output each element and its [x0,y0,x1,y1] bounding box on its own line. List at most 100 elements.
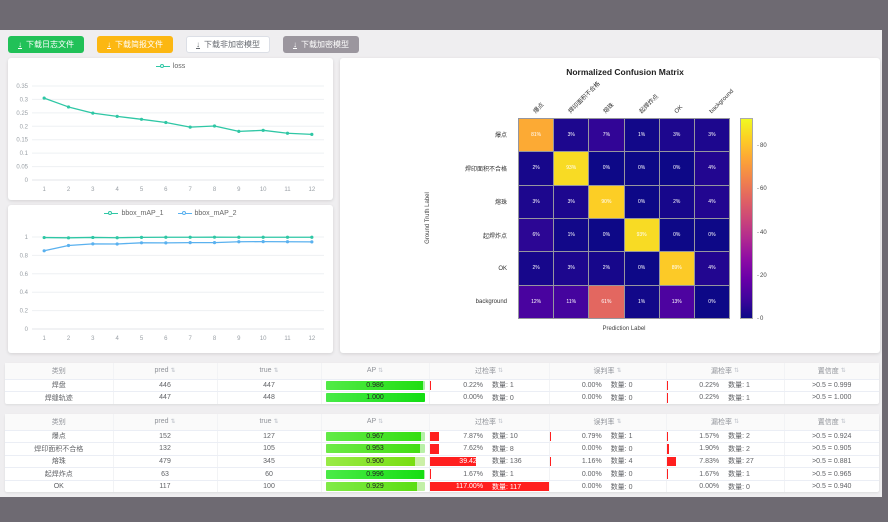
sort-icon[interactable]: ⇅ [616,368,622,375]
sort-icon[interactable]: ⇅ [378,368,384,375]
sort-icon[interactable]: ⇅ [616,419,622,426]
rate-value: 1.90% [699,445,720,453]
rate-value: 117.00% [455,483,484,491]
column-header-confidence[interactable]: 置信度 ⇅ [817,418,846,426]
matrix-cell: 2% [519,252,554,285]
column-header-true[interactable]: true ⇅ [259,367,279,375]
table-row: 熔珠 479 345 0.900 39.42% 数量: 136 1.16% 数量: 4 7.83… [5,455,879,469]
column-header-pred[interactable]: pred ⇅ [154,418,176,426]
svg-text:0.15: 0.15 [16,138,28,144]
matrix-cell: 0% [694,285,729,318]
rate-count: 数量: 1 [492,471,514,479]
rate-count: 数量: 0 [610,394,633,402]
sort-icon[interactable]: ⇅ [733,419,740,426]
column-header-confidence[interactable]: 置信度 ⇅ [817,367,846,375]
rate-count: 数量: 0 [610,445,633,453]
matrix-cell: 0% [624,185,659,218]
column-header-true[interactable]: true ⇅ [259,418,279,426]
download-log-button[interactable]: ↓ 下载日志文件 [8,36,84,53]
download-icon: ↓ [196,39,200,49]
column-header-misjudge[interactable]: 误判率 ⇅ [593,418,622,426]
sort-icon[interactable]: ⇅ [733,368,740,375]
colorbar-tick-label: 40 [757,230,767,236]
rate-value: 0.00% [463,394,484,402]
download-toolbar: ↓ 下载日志文件 ↓ 下载简报文件 ↓ 下载非加密模型 ↓ 下载加密模型 [8,36,359,53]
table-row: 爆点 152 127 0.967 7.87% 数量: 10 0.79% 数量: 1 1.57% 数… [5,430,879,444]
confusion-matrix-grid: 81% 3% 7% 1% 3% 3% 2% 93% 0% 0% 0% 4% 3% 3% 90% 0% 2% 4% 6… [518,118,730,319]
svg-text:9: 9 [237,336,241,342]
sort-icon[interactable]: ⇅ [497,368,504,375]
matrix-cell: 6% [519,218,554,252]
rate-value: 0.00% [581,470,602,478]
column-header-ap[interactable]: AP ⇅ [366,367,384,375]
matrix-column-label: 熔珠 [603,102,616,115]
ap-bar [325,482,418,492]
download-encrypted-model-button[interactable]: ↓ 下载加密模型 [283,36,359,53]
download-icon: ↓ [107,39,111,49]
column-header-pred[interactable]: pred ⇅ [154,367,176,375]
legend-item-bbox_mAP_1[interactable]: bbox_mAP_1 [104,210,164,217]
rate-count: 数量: 2 [728,445,750,453]
column-header-miss[interactable]: 漏检率 ⇅ [710,367,740,375]
rate-bar [429,469,432,479]
class-name: 熔珠 [5,455,114,469]
download-unencrypted-model-button[interactable]: ↓ 下载非加密模型 [186,36,270,53]
matrix-cell: 93% [624,218,659,252]
column-header-misjudge[interactable]: 误判率 ⇅ [593,367,622,375]
svg-text:0.25: 0.25 [16,111,28,117]
sort-icon[interactable]: ⇅ [273,419,279,426]
matrix-cell: 3% [554,185,589,218]
class-name: 起焊炸点 [5,467,114,481]
matrix-cell: 90% [589,185,624,218]
rate-bar [549,431,551,442]
rate-value: 0.00% [699,483,720,491]
matrix-row-label: OK [498,265,507,272]
svg-text:7: 7 [188,336,192,342]
svg-text:0.35: 0.35 [16,84,28,90]
rate-value: 39.42% [459,457,484,465]
colorbar-tick-label: 20 [757,273,767,279]
legend-item-loss[interactable]: loss [155,63,185,70]
sort-icon[interactable]: ⇅ [170,368,176,375]
legend-label: bbox_mAP_2 [194,210,237,217]
sort-icon[interactable]: ⇅ [378,419,384,426]
matrix-cell: 0% [624,252,659,285]
rate-count: 数量: 1 [610,433,633,441]
column-header-ap[interactable]: AP ⇅ [366,418,384,426]
matrix-cell: 81% [519,119,554,152]
rate-bar [666,380,668,391]
rate-bar [429,444,439,454]
svg-text:3: 3 [91,187,95,193]
column-header-overdetect[interactable]: 过检率 ⇅ [474,418,504,426]
matrix-cell: 61% [589,285,624,318]
rate-count: 数量: 1 [728,382,750,390]
sort-icon[interactable]: ⇅ [840,368,846,375]
matrix-cell: 0% [659,218,694,252]
rate-value: 0.22% [699,381,720,389]
sort-icon[interactable]: ⇅ [170,419,176,426]
sort-icon[interactable]: ⇅ [273,368,279,375]
column-header-class: 类别 [51,418,66,426]
rate-count: 数量: 136 [492,458,522,466]
ap-value: 0.900 [366,457,384,465]
map-line-chart: 00.20.40.60.811 2 3 4 5 6 7 8 9 10 11 12 [20,235,324,342]
svg-text:0.1: 0.1 [20,151,29,157]
ap-bar [325,393,425,403]
matrix-cell: 3% [519,185,554,218]
matrix-cell: 1% [554,218,589,252]
column-header-overdetect[interactable]: 过检率 ⇅ [474,367,504,375]
column-header-class: 类别 [51,367,66,375]
sort-icon[interactable]: ⇅ [497,419,504,426]
ap-value: 1.000 [366,394,384,402]
rate-bar [429,431,439,442]
legend-item-bbox_mAP_2[interactable]: bbox_mAP_2 [177,210,237,217]
download-report-button[interactable]: ↓ 下载简报文件 [97,36,173,53]
svg-text:0: 0 [25,178,29,184]
rate-count: 数量: 1 [728,394,750,402]
matrix-cell: 0% [624,152,659,185]
column-header-miss[interactable]: 漏检率 ⇅ [710,418,740,426]
rate-value: 0.00% [581,394,602,402]
sort-icon[interactable]: ⇅ [840,419,846,426]
ap-value: 0.986 [366,381,384,389]
matrix-cell: 2% [659,185,694,218]
